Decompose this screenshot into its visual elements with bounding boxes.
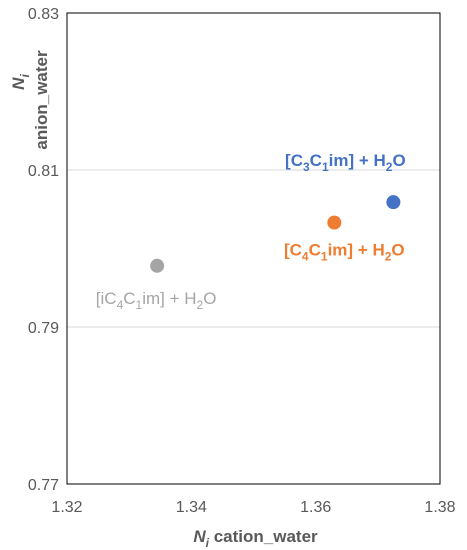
point-label-part: im] + H [329, 151, 386, 170]
point-label: [C4C1im] + H2O [284, 241, 405, 264]
point-label-part: 2 [385, 250, 392, 264]
y-axis-title-line1: Ni [9, 74, 32, 90]
point-label-part: [C [284, 241, 302, 260]
point-label-part: C [309, 241, 321, 260]
y-tick-label: 0.81 [28, 163, 59, 180]
point-label-part: im] + H [328, 241, 385, 260]
data-point [150, 258, 165, 273]
x-axis-title-subscript: i [206, 536, 210, 550]
y-axis-title: Ni anion_water [9, 50, 51, 150]
point-label-part: 1 [321, 250, 328, 264]
point-label-part: 2 [386, 160, 393, 174]
x-tick-label: 1.34 [176, 499, 207, 516]
x-tick-label: 1.32 [51, 499, 82, 516]
point-label: [C3C1im] + H2O [285, 151, 406, 174]
point-label-part: [C [285, 151, 303, 170]
grid-lines [67, 169, 440, 328]
x-tick-label: 1.36 [300, 499, 331, 516]
point-label-part: 1 [136, 298, 143, 312]
point-label-part: [iC [96, 289, 117, 308]
y-tick-label: 0.83 [28, 6, 59, 23]
plot-area-frame [66, 12, 441, 485]
data-point [327, 215, 342, 230]
point-label-part: C [310, 151, 322, 170]
point-label-part: 4 [117, 298, 124, 312]
x-tick-label: 1.38 [424, 499, 455, 516]
y-axis-tick-labels: 0.77 0.79 0.81 0.83 [28, 6, 59, 494]
y-axis-title-subscript: i [18, 74, 32, 78]
y-tick-label: 0.79 [28, 320, 59, 337]
point-label: [iC4C1im] + H2O [96, 289, 217, 312]
point-label-part: O [203, 289, 216, 308]
x-axis-title: Ni cation_water [193, 527, 318, 550]
x-axis-title-text: cation_water [209, 527, 318, 546]
y-axis-title-symbol: N [9, 77, 28, 90]
y-axis-title-line2: anion_water [32, 50, 51, 150]
y-tick-label: 0.77 [28, 477, 59, 494]
point-label-part: O [392, 151, 405, 170]
data-points [150, 195, 401, 273]
point-label-part: 3 [303, 160, 310, 174]
x-axis-tick-labels: 1.32 1.34 1.36 1.38 [51, 499, 455, 516]
point-label-part: 2 [197, 298, 204, 312]
point-label-part: C [123, 289, 135, 308]
point-label-part: 4 [302, 250, 309, 264]
data-point [386, 195, 401, 210]
point-label-part: 1 [322, 160, 329, 174]
point-label-part: O [391, 241, 404, 260]
point-label-part: im] + H [142, 289, 196, 308]
x-axis-title-symbol: N [193, 527, 206, 546]
point-labels: [C3C1im] + H2O[C4C1im] + H2O[iC4C1im] + … [96, 151, 406, 312]
